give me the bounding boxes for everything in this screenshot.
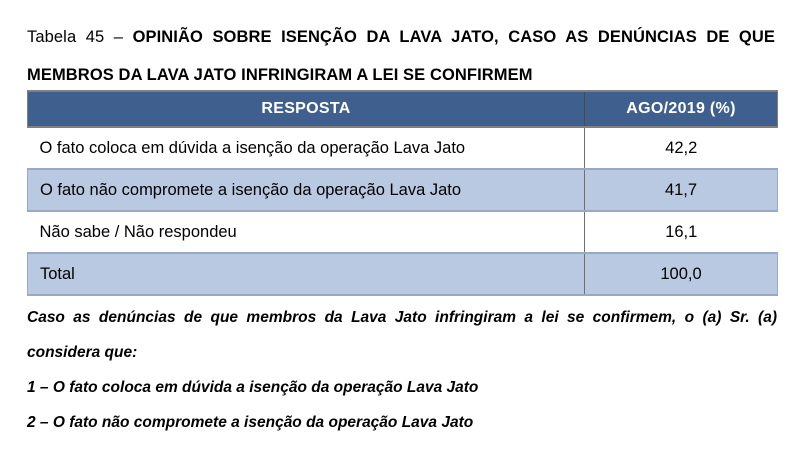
cell-resposta: Não sabe / Não respondeu (27, 211, 585, 254)
cell-resposta: O fato não compromete a isenção da opera… (27, 169, 585, 212)
footnote-question-line-2: considera que: (27, 344, 138, 361)
cell-resposta: O fato coloca em dúvida a isenção da ope… (27, 127, 585, 170)
column-header-valor: AGO/2019 (%) (584, 90, 778, 128)
table-row-total: Total 100,0 (27, 253, 778, 296)
cell-valor: 41,7 (584, 169, 778, 212)
footnote-option-1: 1 – O fato coloca em dúvida a isenção da… (27, 379, 479, 396)
table-row: O fato não compromete a isenção da opera… (27, 169, 778, 212)
table-number-label: Tabela 45 – (27, 28, 133, 46)
footnote-option-2: 2 – O fato não compromete a isenção da o… (27, 414, 474, 431)
page-title-text-line-1: OPINIÃO SOBRE ISENÇÃO DA LAVA JATO, CASO… (132, 28, 775, 46)
cell-resposta: Total (27, 253, 585, 296)
opinion-table: RESPOSTA AGO/2019 (%) O fato coloca em d… (27, 90, 778, 296)
table-footnotes: Caso as denúncias de que membros da Lava… (27, 300, 777, 440)
table-header-row: RESPOSTA AGO/2019 (%) (27, 90, 778, 128)
table-header: RESPOSTA AGO/2019 (%) (27, 90, 778, 128)
table-body: O fato coloca em dúvida a isenção da ope… (27, 127, 778, 296)
column-header-resposta: RESPOSTA (27, 90, 585, 128)
table-row: O fato coloca em dúvida a isenção da ope… (27, 127, 778, 170)
cell-valor: 100,0 (584, 253, 778, 296)
page-title-line-1: Tabela 45 – OPINIÃO SOBRE ISENÇÃO DA LAV… (27, 18, 775, 56)
page-title: Tabela 45 – OPINIÃO SOBRE ISENÇÃO DA LAV… (27, 18, 775, 94)
table-row: Não sabe / Não respondeu 16,1 (27, 211, 778, 254)
page-title-text-line-2: MEMBROS DA LAVA JATO INFRINGIRAM A LEI S… (27, 66, 533, 84)
footnote-question: Caso as denúncias de que membros da Lava… (27, 300, 777, 370)
footnote-question-line-1: Caso as denúncias de que membros da Lava… (27, 309, 777, 326)
cell-valor: 16,1 (584, 211, 778, 254)
cell-valor: 42,2 (584, 127, 778, 170)
